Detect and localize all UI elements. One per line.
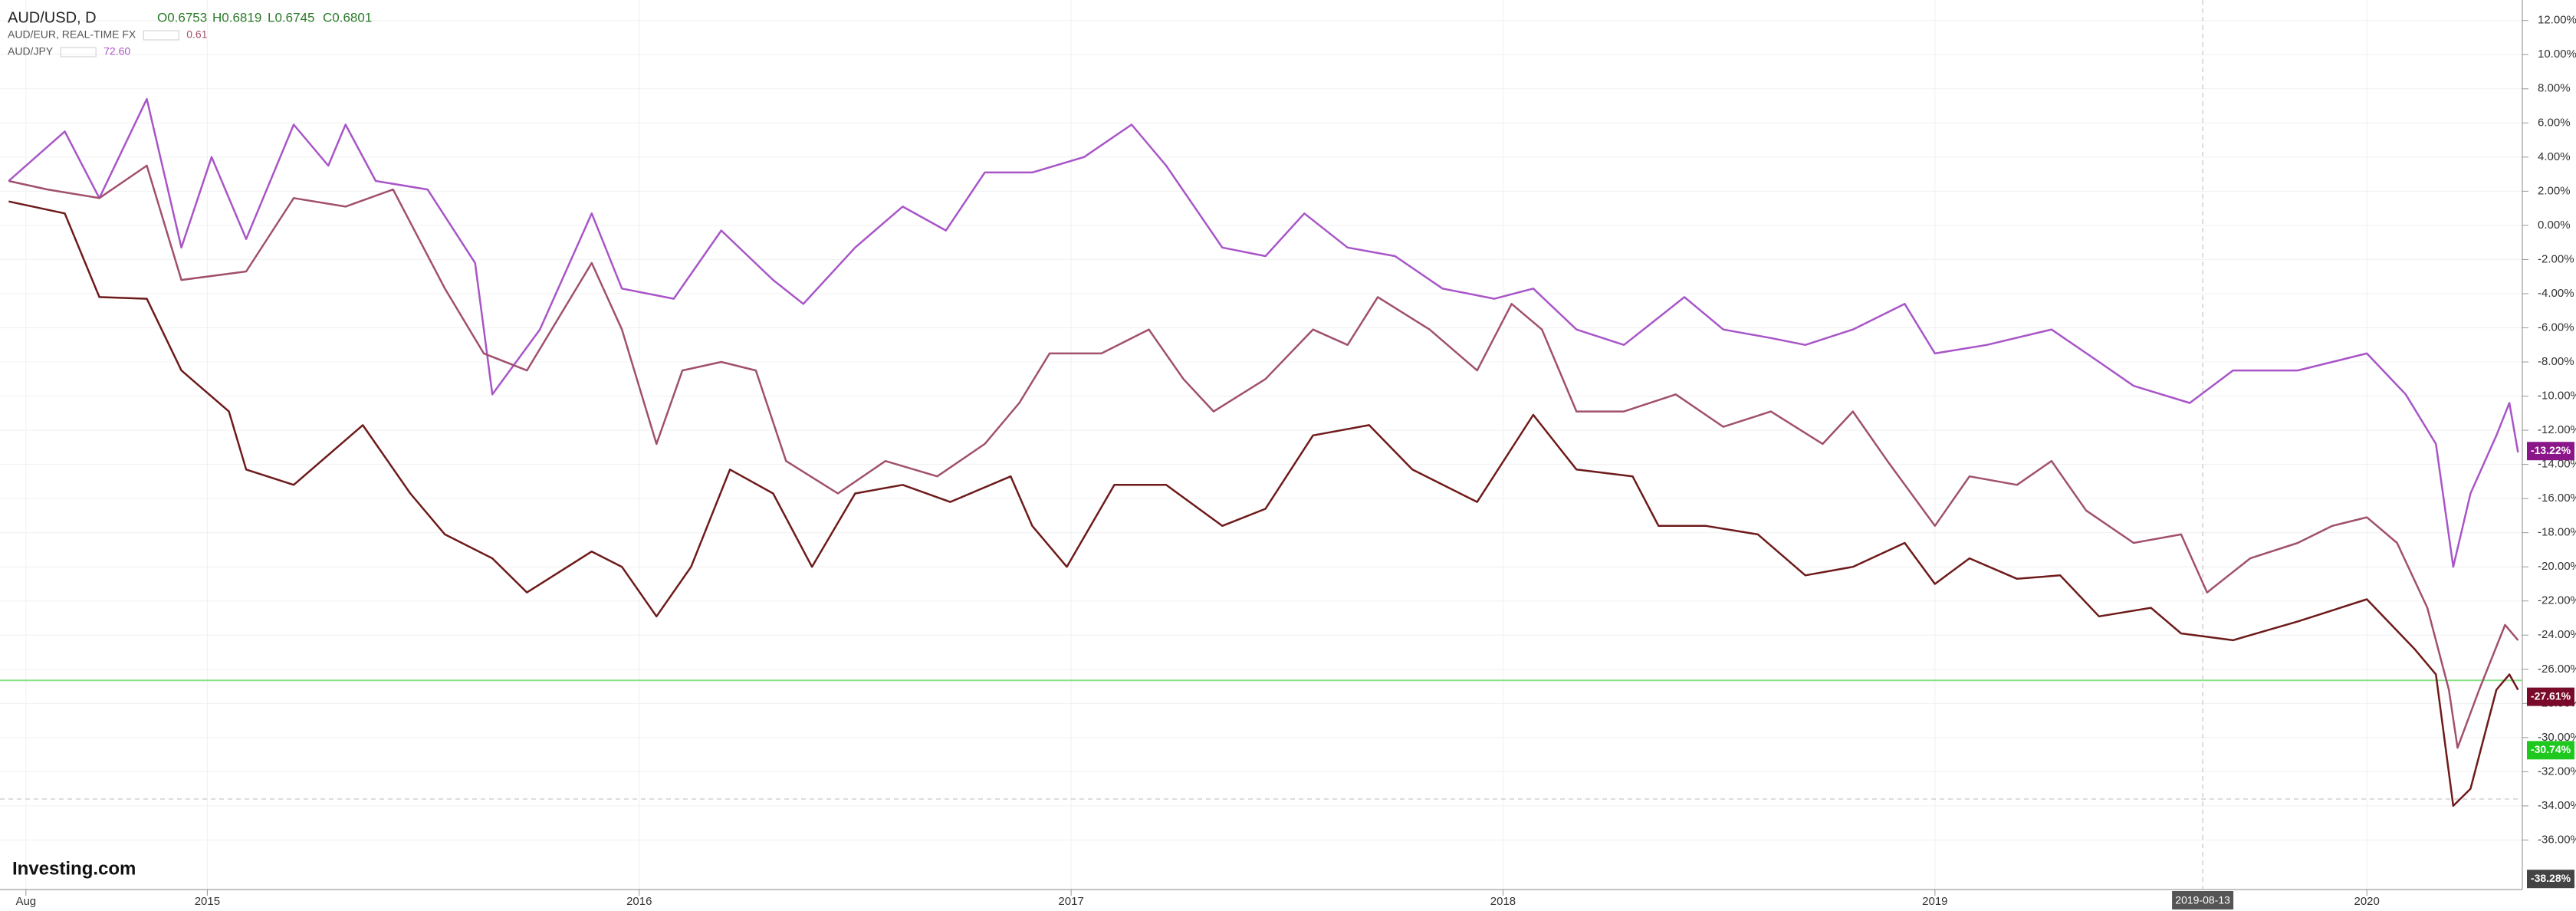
price-badge (2527, 870, 2574, 889)
y-tick-label: -14.00% (2538, 458, 2576, 471)
series-line (8, 164, 2519, 749)
y-tick-label: -32.00% (2538, 765, 2576, 778)
legend-swatch (60, 47, 97, 58)
legend-title: AUD/USD, D (8, 9, 97, 26)
x-tick-label: 2016 (626, 895, 652, 908)
y-tick-label: -2.00% (2538, 252, 2574, 265)
ohlc-label: O0.6753 (157, 10, 207, 25)
y-tick-label: -22.00% (2538, 594, 2576, 607)
ohlc-label: L0.6745 (268, 10, 314, 25)
x-tick-label: 2019 (1922, 895, 1947, 908)
x-tick-label: 2015 (195, 895, 220, 908)
y-tick-label: -6.00% (2538, 321, 2574, 334)
y-tick-label: -4.00% (2538, 287, 2574, 300)
x-tick-label: 2020 (2354, 895, 2380, 908)
y-tick-label: -34.00% (2538, 799, 2576, 812)
price-badge (2527, 741, 2574, 760)
x-tick-label: 2017 (1058, 895, 1083, 908)
y-tick-label: -10.00% (2538, 390, 2576, 403)
crosshair-label-bg (2172, 891, 2234, 909)
y-tick-label: 12.00% (2538, 14, 2576, 27)
price-badge-label: -38.28% (2531, 872, 2571, 884)
y-tick-label: -8.00% (2538, 355, 2574, 368)
crosshair-label: 2019-08-13 (2175, 894, 2230, 906)
x-tick-label: 2018 (1490, 895, 1516, 908)
series-line (8, 200, 2519, 807)
y-tick-label: 10.00% (2538, 48, 2576, 61)
legend-entry: AUD/EUR, REAL-TIME FX (8, 28, 136, 41)
price-badge-label: -30.74% (2531, 743, 2571, 755)
y-tick-label: -12.00% (2538, 423, 2576, 436)
y-tick-label: 2.00% (2538, 184, 2571, 197)
x-tick-label: Aug (15, 895, 36, 908)
y-tick-label: -30.00% (2538, 731, 2576, 744)
legend-value: 72.60 (104, 45, 130, 58)
legend-swatch (143, 30, 179, 41)
price-badge (2527, 687, 2574, 706)
ohlc-label: H0.6819 (212, 10, 261, 25)
y-tick-label: 8.00% (2538, 82, 2571, 95)
y-tick-label: 0.00% (2538, 219, 2571, 232)
y-tick-label: -20.00% (2538, 560, 2576, 573)
legend-value: 0.61 (186, 28, 207, 41)
ohlc-label: C0.6801 (323, 10, 372, 25)
series-line (8, 97, 2519, 568)
logo: Investing.com (12, 858, 136, 879)
legend-entry: AUD/JPY (8, 45, 54, 58)
y-tick-label: -24.00% (2538, 628, 2576, 641)
y-tick-label: 4.00% (2538, 150, 2571, 163)
y-tick-label: -36.00% (2538, 833, 2576, 846)
y-tick-label: -18.00% (2538, 526, 2576, 539)
price-badge-label: -13.22% (2531, 444, 2571, 456)
y-tick-label: -16.00% (2538, 492, 2576, 505)
price-badge-label: -27.61% (2531, 689, 2571, 702)
y-tick-label: 6.00% (2538, 116, 2571, 129)
price-badge (2527, 442, 2574, 461)
y-tick-label: -26.00% (2538, 663, 2576, 676)
